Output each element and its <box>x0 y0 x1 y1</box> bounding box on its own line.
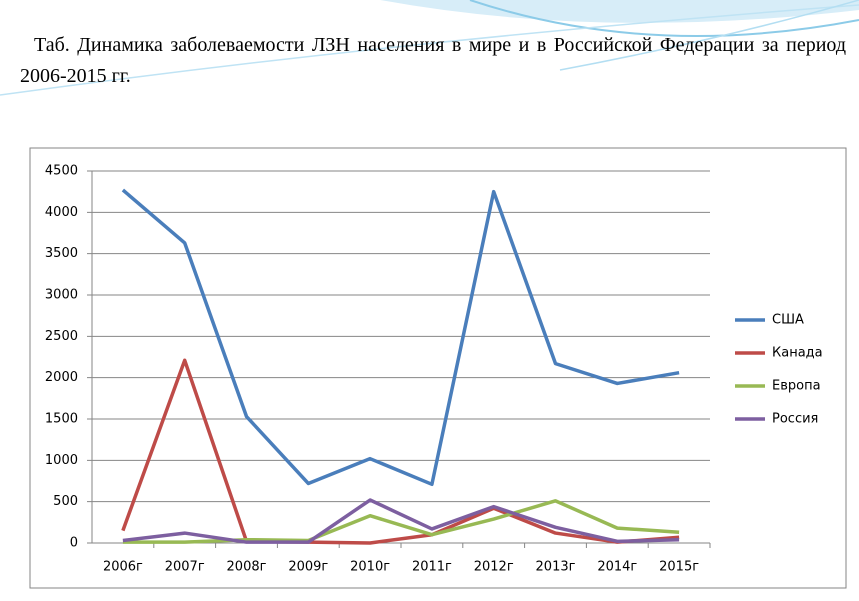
chart-frame <box>29 147 847 589</box>
decoration <box>380 0 859 23</box>
y-tick-label: 1500 <box>45 412 78 427</box>
y-tick-label: 0 <box>70 536 78 551</box>
legend-label: США <box>772 313 804 328</box>
x-tick-label: 2013г <box>536 560 576 575</box>
y-tick-label: 3500 <box>45 246 78 261</box>
x-tick-label: 2012г <box>474 560 514 575</box>
decoration <box>559 0 859 71</box>
x-tick-label: 2009г <box>288 560 328 575</box>
x-tick-label: 2006г <box>103 560 143 575</box>
series-line <box>121 358 680 545</box>
x-tick-label: 2008г <box>227 560 267 575</box>
x-tick-label: 2011г <box>412 560 452 575</box>
series-line <box>121 188 680 487</box>
y-tick-label: 1000 <box>45 453 78 468</box>
y-tick-label: 2000 <box>45 370 78 385</box>
y-tick-label: 4500 <box>45 164 78 179</box>
series-line <box>122 499 680 544</box>
x-tick-label: 2015г <box>659 560 699 575</box>
x-tick-label: 2014г <box>597 560 637 575</box>
series-line <box>122 498 680 544</box>
legend-label: Россия <box>772 412 818 427</box>
x-tick-label: 2007г <box>165 560 205 575</box>
y-tick-label: 500 <box>53 494 78 509</box>
x-tick-label: 2010г <box>350 560 390 575</box>
legend-label: Канада <box>772 346 823 361</box>
legend-label: Европа <box>772 379 821 394</box>
y-tick-label: 2500 <box>45 329 78 344</box>
chart-title: Таб. Динамика заболеваемости ЛЗН населен… <box>20 34 846 87</box>
decoration <box>0 4 859 96</box>
decoration <box>469 0 859 37</box>
y-tick-label: 3000 <box>45 288 78 303</box>
y-tick-label: 4000 <box>45 205 78 220</box>
